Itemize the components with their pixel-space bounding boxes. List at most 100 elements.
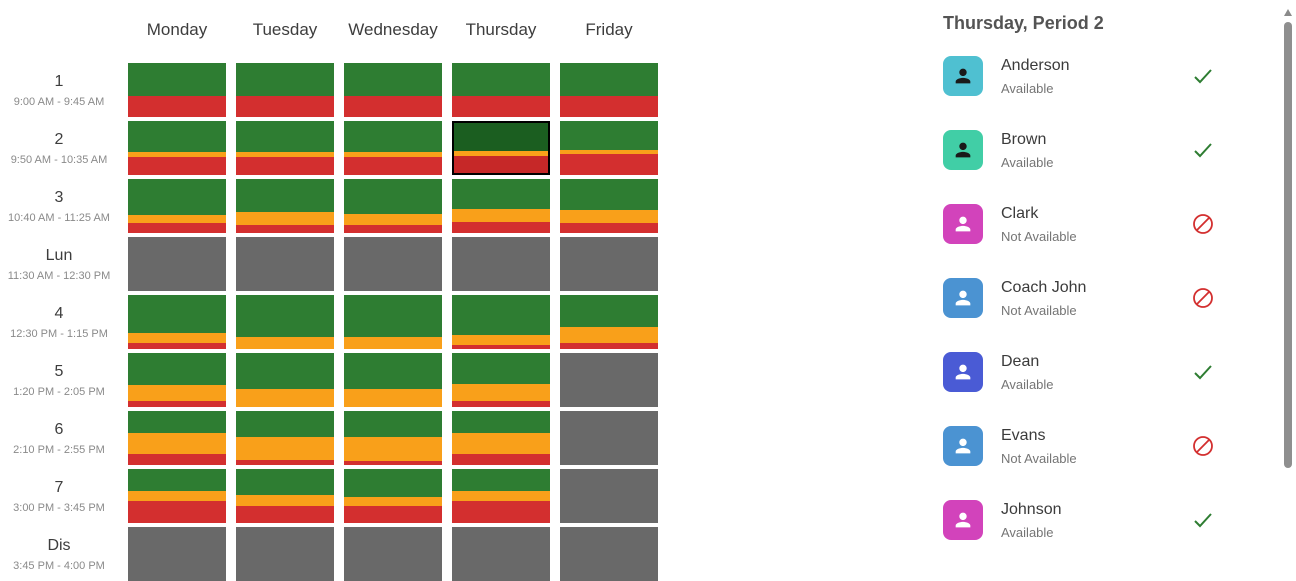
not-available-block-icon[interactable] <box>1191 212 1215 236</box>
period-number: Dis <box>47 536 71 554</box>
available-check-icon[interactable] <box>1191 138 1215 162</box>
schedule-cell-friday-lun[interactable] <box>560 237 658 291</box>
available-segment <box>560 63 658 96</box>
schedule-cell-friday-1[interactable] <box>560 63 658 117</box>
schedule-cell-monday-4[interactable] <box>128 295 226 349</box>
schedule-cell-thursday-6[interactable] <box>452 411 550 465</box>
scrollbar-thumb[interactable] <box>1284 22 1292 468</box>
panel-scrollbar[interactable] <box>1284 0 1292 572</box>
unavailable-block <box>236 527 334 581</box>
schedule-cell-wednesday-5[interactable] <box>344 353 442 407</box>
available-segment <box>452 353 550 384</box>
schedule-cell-wednesday-3[interactable] <box>344 179 442 233</box>
unavailable-block <box>560 469 658 523</box>
schedule-cell-wednesday-dis[interactable] <box>344 527 442 581</box>
schedule-cell-tuesday-3[interactable] <box>236 179 334 233</box>
maybe-segment <box>560 209 658 224</box>
schedule-cell-monday-7[interactable] <box>128 469 226 523</box>
available-segment <box>128 63 226 96</box>
unavailable-block <box>452 237 550 291</box>
schedule-cell-wednesday-7[interactable] <box>344 469 442 523</box>
unavailable-segment <box>452 501 550 523</box>
schedule-cell-friday-6[interactable] <box>560 411 658 465</box>
schedule-cell-thursday-1[interactable] <box>452 63 550 117</box>
schedule-cell-tuesday-1[interactable] <box>236 63 334 117</box>
person-row-brown[interactable]: Brown Available <box>943 130 1273 170</box>
schedule-cell-thursday-7[interactable] <box>452 469 550 523</box>
person-name: Evans <box>1001 426 1046 444</box>
unavailable-block <box>560 237 658 291</box>
schedule-cell-thursday-4[interactable] <box>452 295 550 349</box>
schedule-cell-thursday-5[interactable] <box>452 353 550 407</box>
maybe-segment <box>452 383 550 402</box>
maybe-segment <box>560 149 658 154</box>
schedule-cell-friday-7[interactable] <box>560 469 658 523</box>
schedule-cell-friday-5[interactable] <box>560 353 658 407</box>
person-info: Johnson Available <box>1001 500 1062 541</box>
unavailable-segment <box>344 95 442 117</box>
schedule-cell-thursday-dis[interactable] <box>452 527 550 581</box>
schedule-cell-monday-3[interactable] <box>128 179 226 233</box>
person-info: Dean Available <box>1001 352 1054 393</box>
schedule-cell-thursday-3[interactable] <box>452 179 550 233</box>
schedule-cell-monday-lun[interactable] <box>128 237 226 291</box>
available-segment <box>452 63 550 96</box>
unavailable-segment <box>236 156 334 175</box>
available-segment <box>344 63 442 96</box>
period-number: 3 <box>54 188 64 206</box>
available-segment <box>236 295 334 338</box>
maybe-segment <box>236 151 334 157</box>
person-row-dean[interactable]: Dean Available <box>943 352 1273 392</box>
people-list: Anderson Available Brown Available Clark Not … <box>943 56 1273 540</box>
schedule-cell-wednesday-lun[interactable] <box>344 237 442 291</box>
schedule-cell-tuesday-dis[interactable] <box>236 527 334 581</box>
not-available-block-icon[interactable] <box>1191 286 1215 310</box>
schedule-cell-tuesday-6[interactable] <box>236 411 334 465</box>
maybe-segment <box>236 337 334 349</box>
schedule-cell-friday-2[interactable] <box>560 121 658 175</box>
person-info: Anderson Available <box>1001 56 1070 97</box>
schedule-cell-friday-3[interactable] <box>560 179 658 233</box>
schedule-cell-thursday-lun[interactable] <box>452 237 550 291</box>
person-row-clark[interactable]: Clark Not Available <box>943 204 1273 244</box>
available-check-icon[interactable] <box>1191 64 1215 88</box>
person-row-johnson[interactable]: Johnson Available <box>943 500 1273 540</box>
schedule-cell-tuesday-2[interactable] <box>236 121 334 175</box>
available-check-icon[interactable] <box>1191 360 1215 384</box>
schedule-cell-monday-dis[interactable] <box>128 527 226 581</box>
period-time: 10:40 AM - 11:25 AM <box>8 211 110 224</box>
schedule-cell-tuesday-4[interactable] <box>236 295 334 349</box>
schedule-cell-monday-6[interactable] <box>128 411 226 465</box>
schedule-cell-wednesday-6[interactable] <box>344 411 442 465</box>
period-time: 2:10 PM - 2:55 PM <box>13 443 105 456</box>
schedule-cell-monday-2[interactable] <box>128 121 226 175</box>
schedule-cell-wednesday-2[interactable] <box>344 121 442 175</box>
person-name: Coach John <box>1001 278 1087 296</box>
period-label-2: 2 9:50 AM - 10:35 AM <box>0 121 118 175</box>
schedule-cell-wednesday-4[interactable] <box>344 295 442 349</box>
person-info: Coach John Not Available <box>1001 278 1086 319</box>
unavailable-segment <box>344 460 442 465</box>
person-row-anderson[interactable]: Anderson Available <box>943 56 1273 96</box>
scrollbar-up-arrow-icon[interactable] <box>1284 9 1292 16</box>
unavailable-segment <box>236 459 334 465</box>
available-check-icon[interactable] <box>1191 508 1215 532</box>
schedule-cell-tuesday-7[interactable] <box>236 469 334 523</box>
period-label-dis: Dis 3:45 PM - 4:00 PM <box>0 527 118 581</box>
schedule-cell-friday-4[interactable] <box>560 295 658 349</box>
period-number: 6 <box>54 420 64 438</box>
person-row-evans[interactable]: Evans Not Available <box>943 426 1273 466</box>
schedule-cell-tuesday-lun[interactable] <box>236 237 334 291</box>
available-segment <box>344 179 442 214</box>
schedule-cell-monday-1[interactable] <box>128 63 226 117</box>
not-available-block-icon[interactable] <box>1191 434 1215 458</box>
schedule-cell-friday-dis[interactable] <box>560 527 658 581</box>
period-label-lun: Lun 11:30 AM - 12:30 PM <box>0 237 118 291</box>
schedule-cell-thursday-2[interactable] <box>452 121 550 175</box>
schedule-cell-wednesday-1[interactable] <box>344 63 442 117</box>
available-segment <box>128 295 226 333</box>
available-segment <box>236 63 334 96</box>
person-row-coach-john[interactable]: Coach John Not Available <box>943 278 1273 318</box>
schedule-cell-monday-5[interactable] <box>128 353 226 407</box>
schedule-cell-tuesday-5[interactable] <box>236 353 334 407</box>
